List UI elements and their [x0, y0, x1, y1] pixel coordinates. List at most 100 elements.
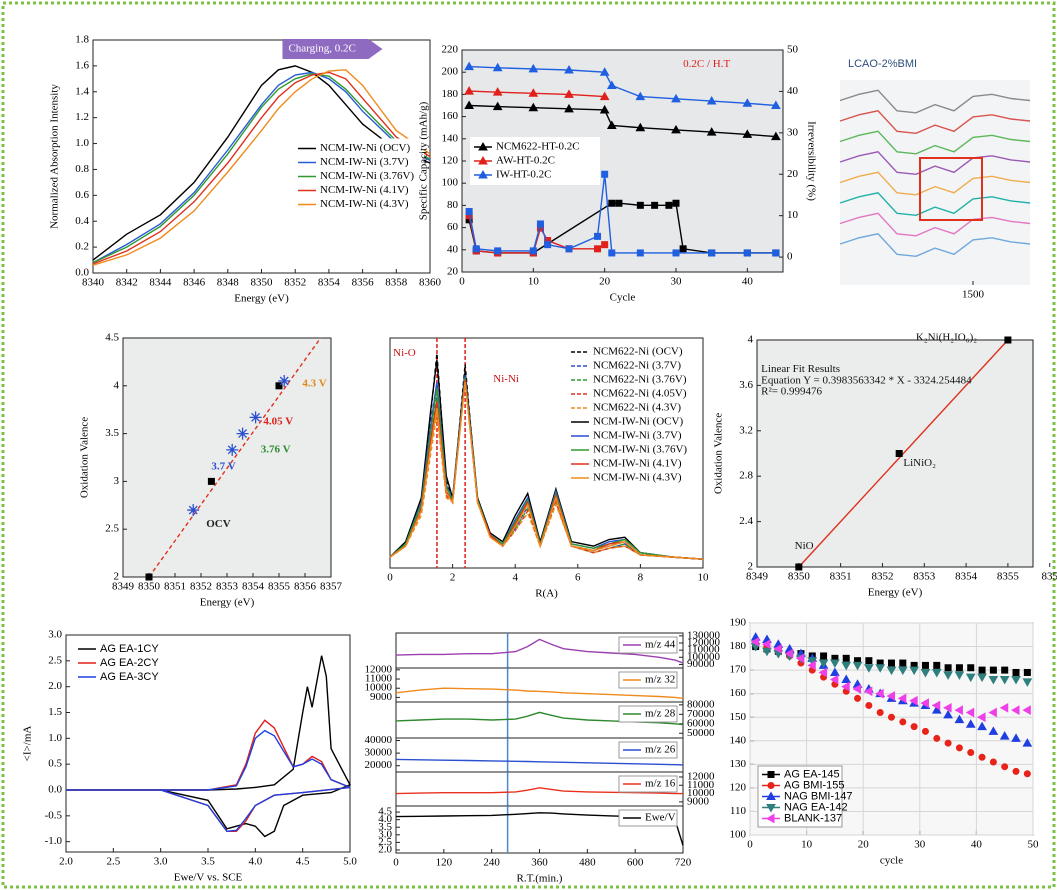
- series-line: [92, 65, 431, 261]
- y2-tick-label: 10000: [687, 787, 715, 799]
- y-tick-label: 140: [442, 132, 459, 144]
- y-tick-label: 1.8: [75, 34, 89, 46]
- marker: [1011, 676, 1021, 685]
- marker: [943, 709, 953, 719]
- y2-tick-label: 100000: [687, 651, 721, 663]
- series-line: [148, 337, 322, 578]
- marker: [795, 563, 803, 571]
- marker: [909, 695, 918, 706]
- legend-label: NCM-IW-Ni (3.76V): [320, 170, 414, 182]
- marker: [564, 89, 574, 98]
- marker: [999, 702, 1009, 713]
- annotation: 0.2C / H.T: [683, 58, 730, 70]
- x-tick-label: 10: [528, 276, 540, 288]
- marker: [635, 91, 646, 101]
- y-tick-label: 0.0: [75, 267, 89, 279]
- marker: [899, 659, 907, 667]
- marker: [943, 671, 953, 680]
- marker: [278, 375, 291, 388]
- legend-label: NCM-IW-Ni (OCV): [320, 142, 410, 154]
- y-tick-label: 1.0: [48, 732, 62, 744]
- x-tick-label: 30: [914, 839, 926, 851]
- x-tick-label: 8354: [242, 581, 265, 593]
- y-tick-label: 4.0: [378, 813, 392, 825]
- x-tick-label: 8352: [190, 581, 212, 593]
- annotation: NiO: [795, 540, 814, 552]
- marker: [965, 707, 975, 718]
- x-tick-label: 8350: [251, 277, 274, 289]
- marker: [1001, 763, 1009, 771]
- marker: [784, 648, 794, 659]
- x-axis-label: Energy (eV): [234, 293, 289, 305]
- marker: [601, 241, 609, 249]
- y-tick-label: 0.6: [75, 189, 89, 201]
- marker: [988, 676, 999, 685]
- marker: [1022, 738, 1033, 747]
- x-axis-label: Ewe/V vs. SCE: [174, 872, 243, 884]
- y-tick-label: 2.0: [378, 843, 392, 855]
- x-tick-label: 8350: [138, 581, 161, 593]
- y2-tick-label: 110000: [687, 644, 720, 656]
- marker: [865, 701, 873, 709]
- marker: [207, 477, 215, 485]
- y-tick-label: -1.0: [45, 835, 63, 847]
- marker: [766, 791, 776, 800]
- marker: [818, 659, 829, 669]
- annotation: Equation Y = 0.3983563342 * X - 3324.254…: [761, 374, 972, 386]
- marker: [679, 245, 687, 253]
- marker: [988, 707, 997, 718]
- x-tick-label: 2.0: [59, 856, 73, 868]
- y-axis-label: Normalized Absorption Intensity: [49, 84, 61, 229]
- series-line: [839, 212, 1031, 237]
- x-tick-label: 8356: [352, 277, 375, 289]
- x-tick-label: 8346: [183, 277, 206, 289]
- marker: [999, 676, 1010, 685]
- marker: [536, 220, 544, 228]
- annotation: 4.3 V: [302, 377, 326, 389]
- marker: [706, 127, 717, 136]
- marker: [765, 813, 775, 824]
- marker: [528, 88, 539, 97]
- x-tick-label: 480: [579, 857, 596, 869]
- legend-label: AG EA-2CY: [100, 657, 159, 669]
- y2-tick-label: 50000: [687, 727, 715, 739]
- y-tick-label: 2.0: [48, 680, 62, 692]
- annotation: 3.76 V: [261, 443, 291, 455]
- x-tick-label: 8354: [955, 571, 978, 583]
- legend-label: Ewe/V: [645, 812, 676, 824]
- marker: [931, 700, 941, 711]
- series-line: [395, 687, 684, 699]
- marker: [236, 427, 249, 440]
- marker: [599, 67, 610, 76]
- annotation: R²= 0.999476: [761, 386, 822, 398]
- x-axis-label: Energy (eV): [868, 587, 923, 599]
- y-tick-label: 120: [442, 155, 459, 167]
- y-tick-label: 4: [748, 334, 754, 346]
- marker: [472, 245, 480, 253]
- marker: [829, 674, 839, 685]
- x-axis-label: cycle: [880, 855, 903, 867]
- marker: [672, 199, 680, 207]
- series-line: [389, 359, 704, 560]
- x-tick-label: 8353: [913, 571, 936, 583]
- x-tick-label: 8342: [116, 277, 138, 289]
- legend-label: NCM622-Ni (3.76V): [593, 374, 687, 386]
- marker: [886, 691, 895, 701]
- legend-label: NCM-IW-Ni (4.3V): [593, 472, 682, 484]
- legend-label: NCM-IW-Ni (3.7V): [593, 430, 682, 442]
- x-tick-label: 20: [858, 839, 870, 851]
- x-tick-label: 8352: [871, 571, 893, 583]
- highlight-box: [919, 157, 983, 221]
- x-tick-label: 10: [801, 839, 813, 851]
- y-tick-label: 0.4: [75, 215, 89, 227]
- marker: [492, 62, 503, 72]
- marker: [651, 201, 659, 209]
- y-axis-label: <I>/mA: [22, 726, 34, 762]
- x-tick-label: 20: [599, 276, 611, 288]
- x-tick-label: 10: [698, 572, 710, 584]
- marker: [615, 199, 623, 207]
- marker: [606, 80, 617, 90]
- annotation: Linear Fit Results: [761, 363, 840, 375]
- y-tick-label: -0.5: [45, 809, 63, 821]
- marker: [965, 719, 976, 728]
